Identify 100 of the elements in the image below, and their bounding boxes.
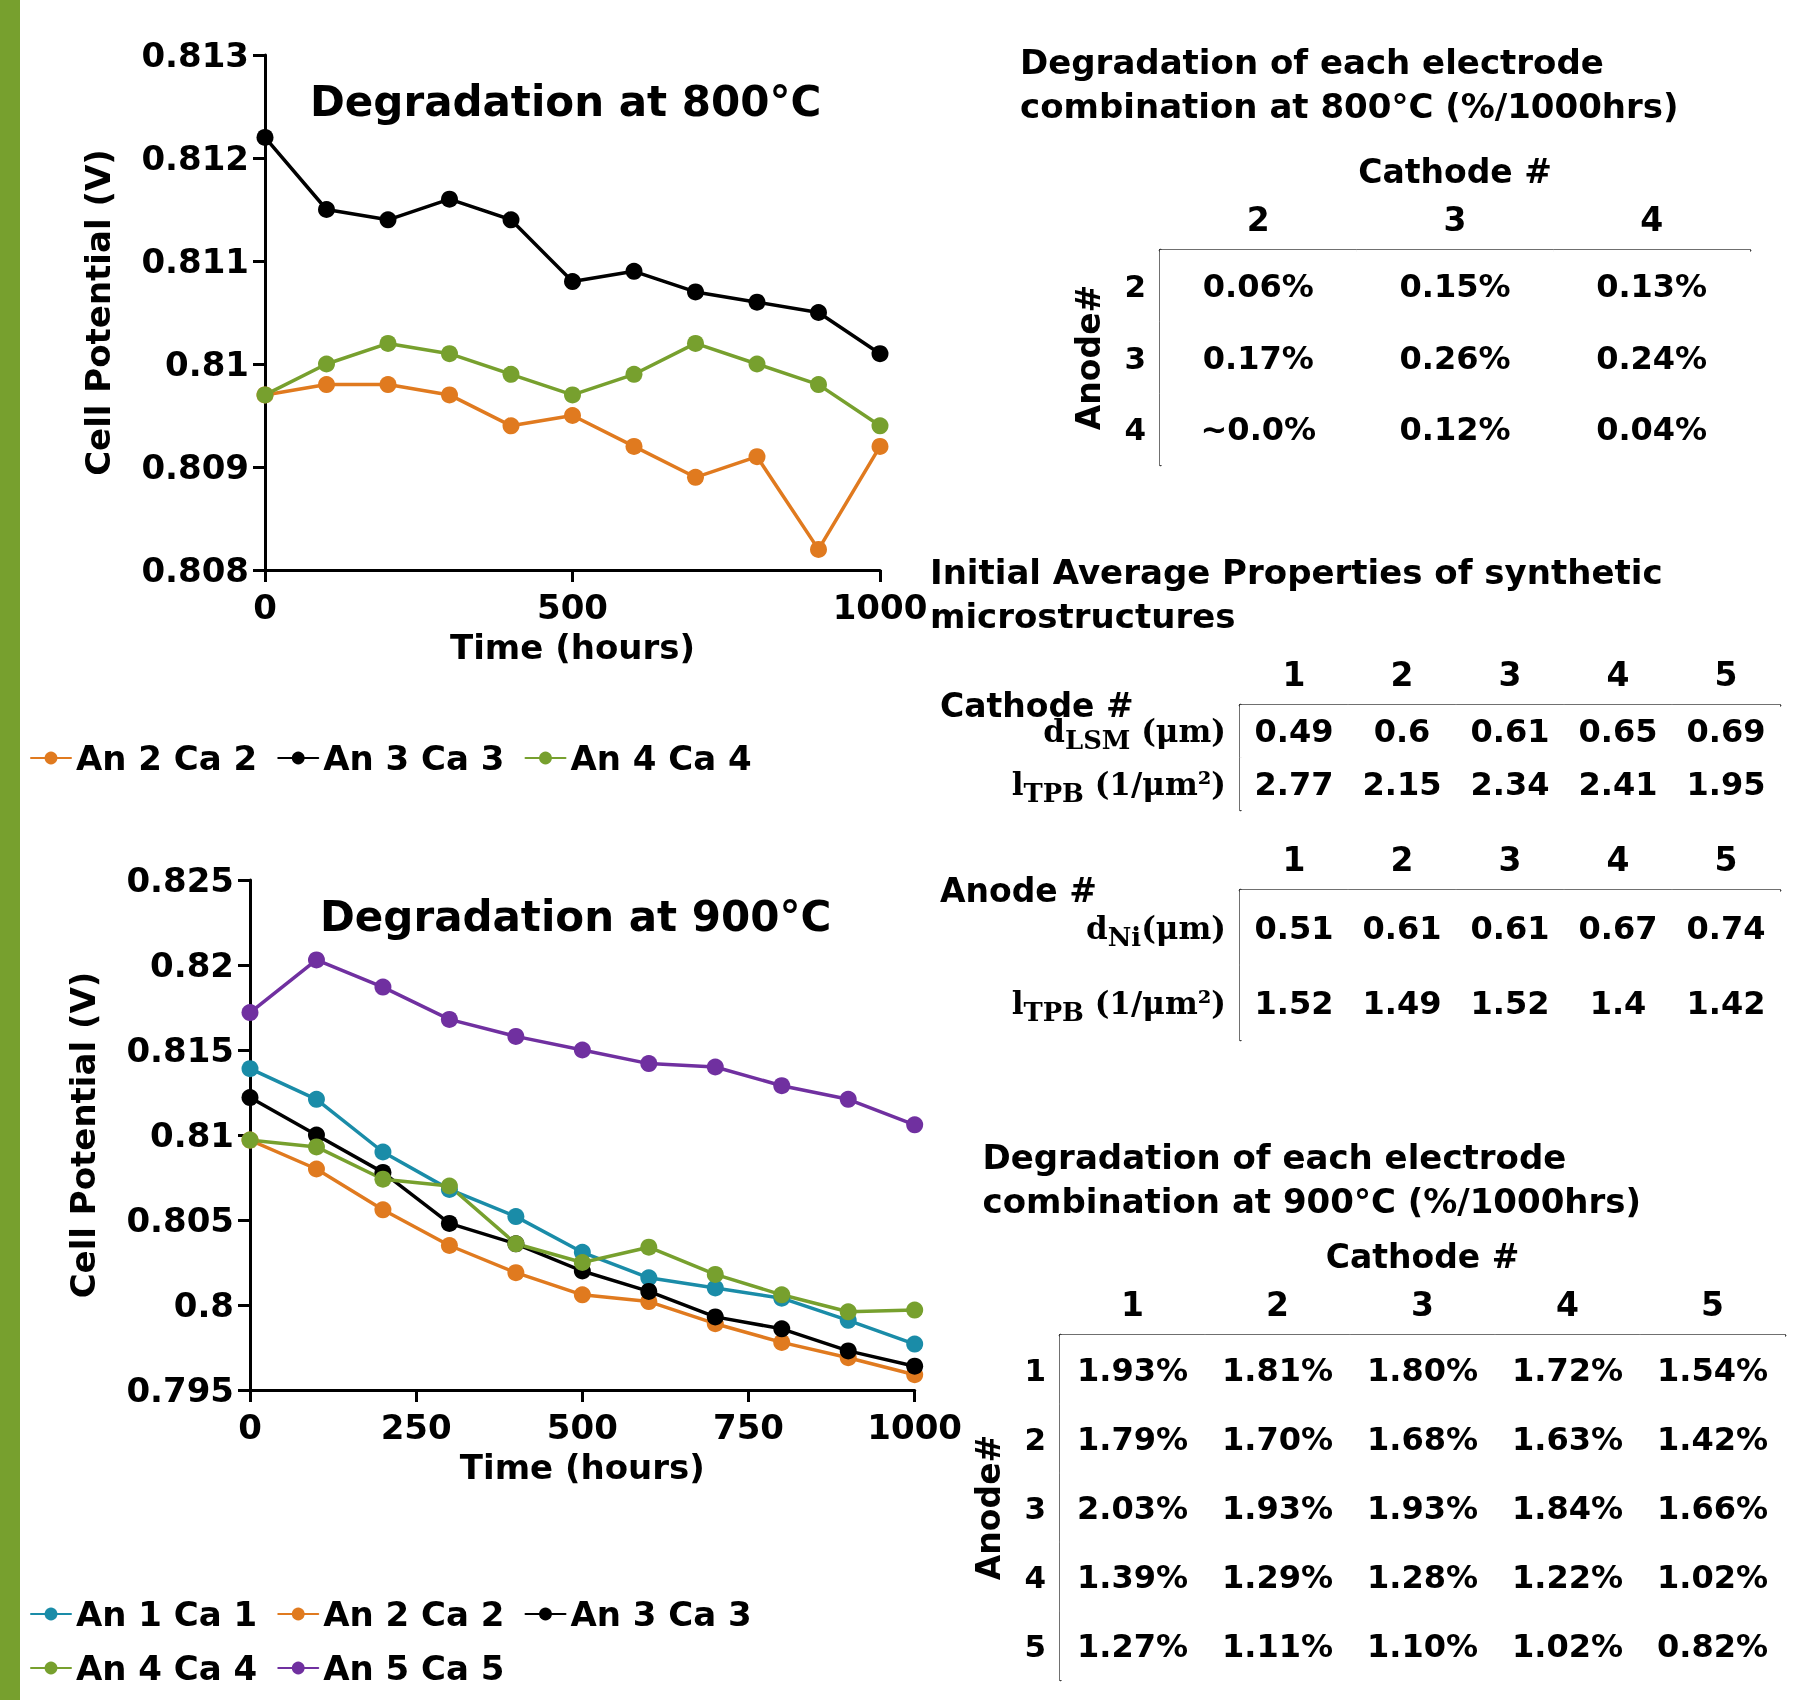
data-label: 1.54%	[1656, 1350, 1769, 1389]
point	[687, 334, 704, 352]
point	[564, 386, 581, 404]
point	[507, 1264, 525, 1282]
y-tick-label: 2	[1124, 267, 1146, 304]
data-label: 1.52	[1254, 983, 1334, 1022]
point	[374, 978, 392, 996]
y-tick-label: 1	[1024, 1351, 1046, 1388]
x-tick-label: 250	[380, 1407, 452, 1447]
x-tick-label: 2	[1266, 1285, 1289, 1324]
data-label: 1.93%	[1221, 1488, 1334, 1527]
point	[441, 386, 458, 404]
data-label: 0.04%	[1596, 410, 1708, 449]
data-label: 1.93%	[1366, 1488, 1479, 1527]
point	[573, 1041, 591, 1059]
y-tick-label: 5	[1024, 1627, 1046, 1664]
legend-label: An 4 Ca 4	[570, 738, 752, 778]
data-label: 1.63%	[1511, 1419, 1624, 1458]
x-tick-label: 4	[1640, 200, 1664, 239]
x-tick-label: 1	[1282, 840, 1306, 879]
y-tick-label: 0.805	[126, 1200, 234, 1240]
data-label: 0.49	[1254, 712, 1334, 751]
x-tick-label: 2	[1390, 840, 1414, 879]
point	[625, 437, 643, 455]
y-tick-label: 4	[1124, 411, 1146, 448]
point	[748, 448, 766, 466]
point	[871, 345, 889, 363]
chart-title: Degradation of each electrode combination at 800°C (%/1000hrs)	[1020, 42, 1679, 126]
point	[307, 1160, 325, 1178]
x-tick-label: 4	[1556, 1285, 1579, 1324]
point	[871, 417, 889, 435]
point	[440, 1214, 458, 1232]
y-tick-label: 0.8	[173, 1285, 234, 1325]
legend-label: An 3 Ca 3	[570, 1594, 752, 1634]
point	[687, 468, 704, 486]
x-axis-title: Time (hours)	[459, 1447, 705, 1487]
x-tick-label: 4	[1606, 840, 1630, 879]
data-label: 0.67	[1578, 908, 1658, 947]
data-label: 0.61	[1362, 908, 1442, 947]
data-label: 0.12%	[1399, 410, 1511, 449]
x-tick-label: 500	[537, 587, 608, 627]
y-axis-title: Cell Potential (V)	[63, 971, 103, 1299]
point	[906, 1357, 924, 1375]
point	[241, 1004, 259, 1022]
x-axis-title: Anode #	[940, 870, 1097, 910]
point	[906, 1335, 924, 1353]
data-label: 1.42	[1686, 983, 1766, 1022]
y-tick-label: 4	[1024, 1558, 1046, 1595]
point	[241, 1060, 259, 1078]
y-tick-label: 3	[1024, 1489, 1046, 1526]
data-label: 1.70%	[1221, 1419, 1334, 1458]
data-label: 1.28%	[1366, 1557, 1479, 1596]
point	[810, 304, 827, 321]
point	[256, 128, 274, 146]
x-tick-label: 2	[1390, 655, 1414, 694]
data-label: 0.24%	[1596, 338, 1708, 377]
y-tick-label: 0.795	[126, 1370, 234, 1410]
data-label: 1.27%	[1076, 1626, 1189, 1665]
legend-label: An 2 Ca 2	[76, 738, 258, 778]
y-tick-label: 0.82	[150, 945, 234, 985]
data-label: 1.49	[1362, 983, 1442, 1022]
point	[502, 365, 520, 383]
point	[307, 951, 325, 969]
data-label: 0.6	[1373, 712, 1431, 751]
point	[706, 1265, 724, 1283]
point	[502, 211, 520, 229]
data-label: 0.61	[1470, 712, 1550, 751]
y-tick-label: 0.815	[126, 1030, 234, 1070]
data-label: 1.10%	[1366, 1626, 1479, 1665]
point	[573, 1254, 591, 1271]
x-tick-label: 4	[1606, 655, 1630, 694]
point	[773, 1333, 791, 1351]
data-label: 1.84%	[1511, 1488, 1624, 1527]
chart-title: Initial Average Properties of synthetic microstructures	[930, 552, 1675, 636]
data-label: 0.15%	[1399, 266, 1511, 305]
data-label: 0.26%	[1399, 338, 1511, 377]
point	[640, 1282, 658, 1300]
x-tick-label: 1000	[832, 587, 928, 627]
x-tick-label: 0	[253, 587, 277, 627]
legend-label: An 3 Ca 3	[323, 738, 505, 778]
data-label: 0.65	[1578, 712, 1658, 751]
point	[318, 376, 335, 394]
data-label: 1.02%	[1511, 1626, 1624, 1665]
data-label: 1.80%	[1366, 1350, 1479, 1389]
point	[871, 437, 889, 455]
data-label: 1.52	[1470, 983, 1550, 1022]
y-tick-label: 0.813	[141, 35, 249, 75]
point	[307, 1090, 325, 1108]
y-tick-label: 0.811	[141, 241, 249, 281]
x-axis-title: Time (hours)	[449, 627, 696, 667]
y-tick-label: l$_{TPB}$ (1/μm²)	[1011, 983, 1226, 1027]
chart-title: Degradation at 900°C	[320, 891, 832, 941]
x-tick-label: 1	[1282, 655, 1306, 694]
point	[441, 345, 458, 363]
point	[564, 407, 581, 424]
data-label: 2.77	[1254, 764, 1334, 803]
x-tick-label: 750	[713, 1407, 785, 1447]
point	[625, 262, 643, 280]
x-tick-label: 5	[1714, 655, 1738, 694]
point	[640, 1238, 658, 1256]
